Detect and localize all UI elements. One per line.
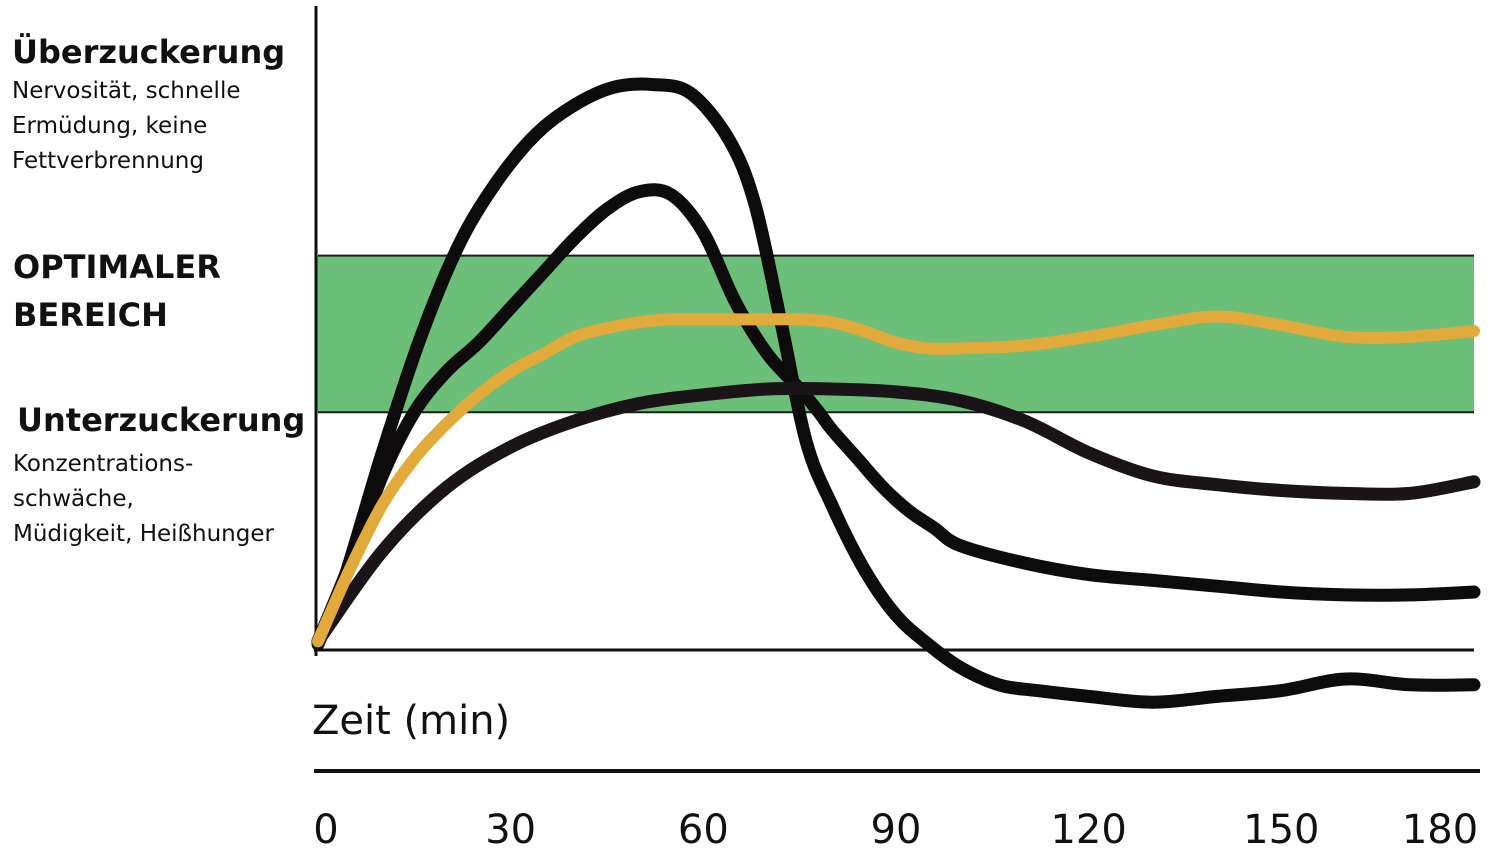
x-tick-label: 150 bbox=[1243, 807, 1320, 853]
hypoglycemia-description: Konzentrations- schwäche, Müdigkeit, Hei… bbox=[13, 451, 274, 547]
x-tick-label: 60 bbox=[677, 807, 729, 853]
optimal-range-heading: OPTIMALER BEREICH bbox=[13, 248, 221, 334]
series-layer bbox=[311, 77, 1481, 709]
x-tick-label: 120 bbox=[1050, 807, 1127, 853]
x-tick-label: 30 bbox=[485, 807, 537, 853]
series-line-stable bbox=[312, 310, 1480, 648]
hyperglycemia-heading: Überzuckerung bbox=[12, 33, 286, 71]
x-tick-label: 180 bbox=[1401, 807, 1479, 853]
x-axis-label: Zeit (min) bbox=[312, 698, 511, 744]
hyperglycemia-description: Nervosität, schnelle Ermüdung, keine Fet… bbox=[12, 78, 241, 174]
x-tick-label: 0 bbox=[313, 807, 339, 853]
x-tick-label: 90 bbox=[870, 807, 922, 853]
axes-layer bbox=[314, 6, 1480, 773]
series-line-slow bbox=[311, 381, 1481, 648]
hypoglycemia-heading: Unterzuckerung bbox=[17, 401, 306, 439]
